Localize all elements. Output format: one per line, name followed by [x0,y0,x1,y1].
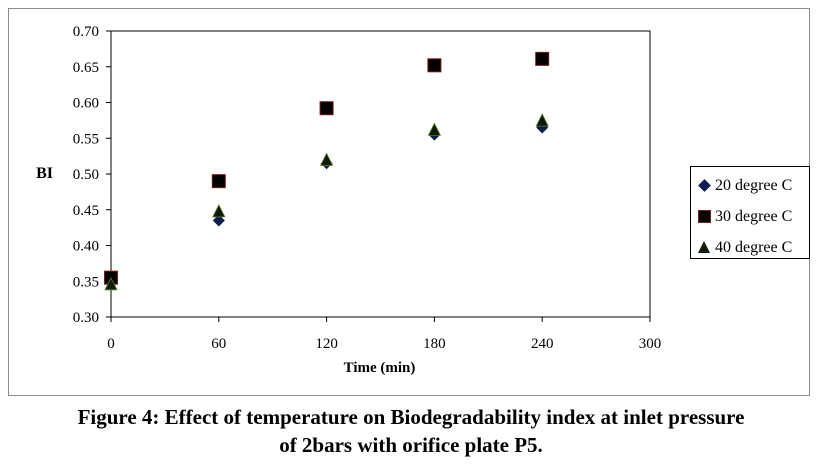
data-point-triangle [212,204,226,218]
caption-line-1: Figure 4: Effect of temperature on Biode… [77,405,745,429]
y-tick-label: 0.45 [73,203,99,219]
y-tick-label: 0.50 [73,167,99,183]
y-tick-label: 0.70 [73,24,99,40]
data-point-triangle [535,113,549,127]
legend-label: 30 degree C [715,207,793,225]
chart-frame: 0.30 0.35 0.40 0.45 0.50 0.55 0.60 0.65 0.70 0 60 1… [8,8,810,396]
y-tick-label: 0.60 [73,96,99,112]
y-axis-label: BI [36,165,53,182]
data-point-square [535,51,550,66]
square-marker-icon [697,209,712,224]
legend-item-30: 30 degree C [691,201,809,232]
x-tick-label: 300 [639,336,662,352]
legend-item-20: 20 degree C [691,170,809,201]
data-point-triangle [104,276,118,291]
x-tick-label: 240 [531,336,554,352]
legend: 20 degree C 30 degree C 40 degree C [690,166,810,259]
data-point-square [427,58,442,73]
x-tick-label: 120 [315,336,338,352]
figure-caption: Figure 4: Effect of temperature on Biode… [0,403,822,459]
data-point-triangle [427,122,442,136]
legend-label: 40 degree C [715,238,793,256]
legend-item-40: 40 degree C [691,232,809,263]
data-point-square [319,101,334,116]
y-tick-label: 0.55 [73,131,99,147]
data-point-triangle [319,152,334,166]
scatter-plot: 0.30 0.35 0.40 0.45 0.50 0.55 0.60 0.65 0.70 0 60 1… [36,24,662,376]
y-tick-label: 0.30 [73,310,99,326]
data-point-diamond [212,214,225,227]
x-tick-label: 180 [423,336,446,352]
legend-label: 20 degree C [715,176,793,194]
plot-area [110,30,651,318]
diamond-marker-icon [697,178,712,193]
x-axis-label: Time (min) [344,360,416,376]
data-point-square [211,174,226,189]
x-tick-label: 60 [211,336,226,352]
y-tick-label: 0.35 [73,274,99,290]
y-tick-label: 0.40 [73,239,99,255]
caption-line-2: of 2bars with orifice plate P5. [279,433,543,457]
x-tick-label: 0 [107,336,115,352]
triangle-marker-icon [697,240,712,255]
y-tick-label: 0.65 [73,60,99,76]
